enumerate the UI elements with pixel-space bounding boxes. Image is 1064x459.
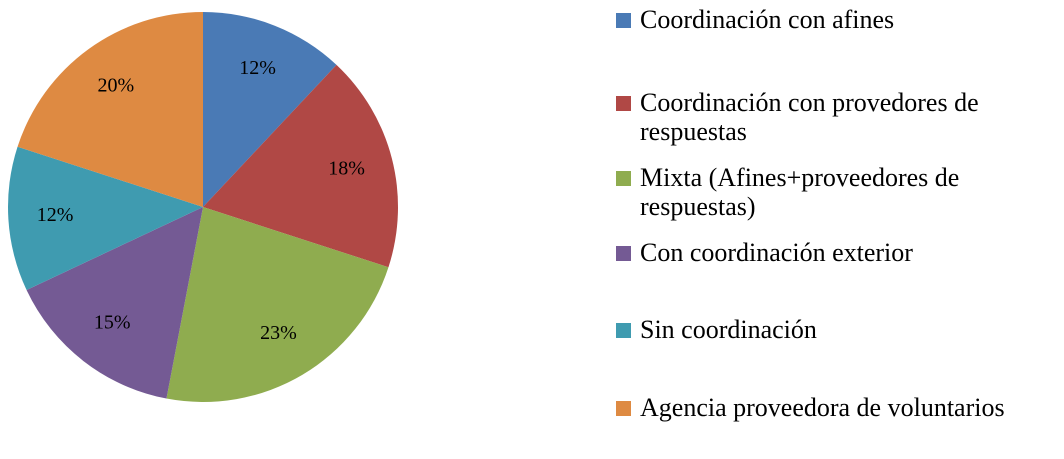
legend-swatch [616, 401, 631, 416]
legend-label: Mixta (Afines+proveedores de respuestas) [640, 163, 960, 221]
legend-label: Coordinación con provedores de respuesta… [640, 88, 979, 146]
legend-item: Sin coordinación [616, 315, 1056, 344]
legend-swatch [616, 246, 631, 261]
legend-item: Con coordinación exterior [616, 238, 1056, 267]
legend-swatch [616, 171, 631, 186]
data-label: 12% [37, 204, 74, 226]
pie-slice [8, 146, 204, 291]
legend-label: Coordinación con afines [640, 5, 895, 34]
pie-slice [203, 12, 337, 207]
data-label: 23% [260, 322, 297, 344]
pie-slice [17, 12, 204, 207]
data-label: 15% [94, 312, 131, 334]
legend-label: Con coordinación exterior [640, 238, 913, 267]
legend-item: Coordinación con afines [616, 5, 1056, 34]
pie-slice [26, 207, 203, 399]
legend-label: Agencia proveedora de voluntarios [640, 393, 1005, 422]
legend-item: Agencia proveedora de voluntarios [616, 393, 1056, 422]
data-label: 20% [98, 75, 135, 97]
data-label: 18% [328, 158, 365, 180]
legend-label: Sin coordinación [640, 315, 817, 344]
legend-swatch [616, 96, 631, 111]
pie-slice [203, 64, 398, 268]
legend-item: Mixta (Afines+proveedores de respuestas) [616, 163, 1056, 221]
data-label: 12% [239, 57, 276, 79]
legend-item: Coordinación con provedores de respuesta… [616, 88, 1056, 146]
legend-swatch [616, 323, 631, 338]
legend-swatch [616, 13, 631, 28]
pie-slice [166, 207, 389, 402]
